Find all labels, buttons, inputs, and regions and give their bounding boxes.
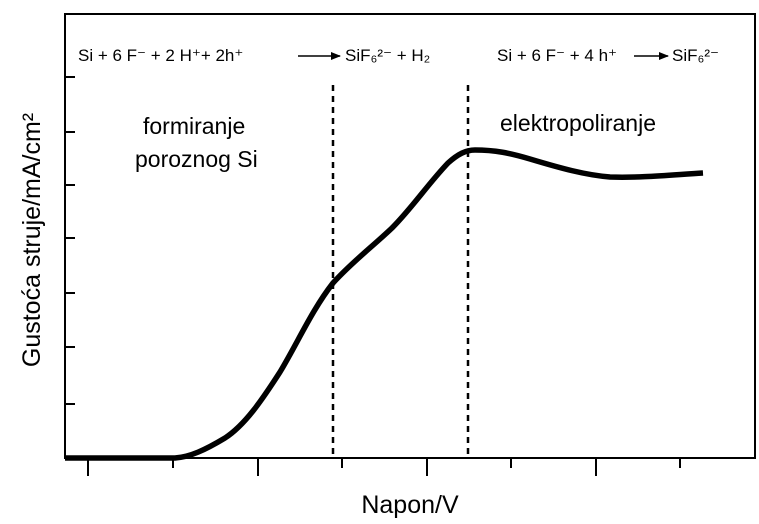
region-label: elektropoliranje xyxy=(500,110,656,136)
curve xyxy=(65,147,704,461)
x-axis-label: Napon/V xyxy=(361,491,459,519)
reaction-products: SiF₆²⁻ + H₂ xyxy=(345,46,430,65)
reaction-products: SiF₆²⁻ xyxy=(672,46,719,65)
reaction-reactants: Si + 6 F⁻ + 4 h⁺ xyxy=(497,46,617,65)
y-ticks xyxy=(65,76,75,405)
plot-frame xyxy=(64,13,756,459)
reaction-reactants: Si + 6 F⁻ + 2 H⁺+ 2h⁺ xyxy=(78,46,243,65)
region-label: formiranje xyxy=(143,113,245,139)
region-label: poroznog Si xyxy=(135,146,258,172)
x-ticks xyxy=(87,458,681,476)
y-axis-label: Gustoća struje/mA/cm² xyxy=(18,113,46,367)
